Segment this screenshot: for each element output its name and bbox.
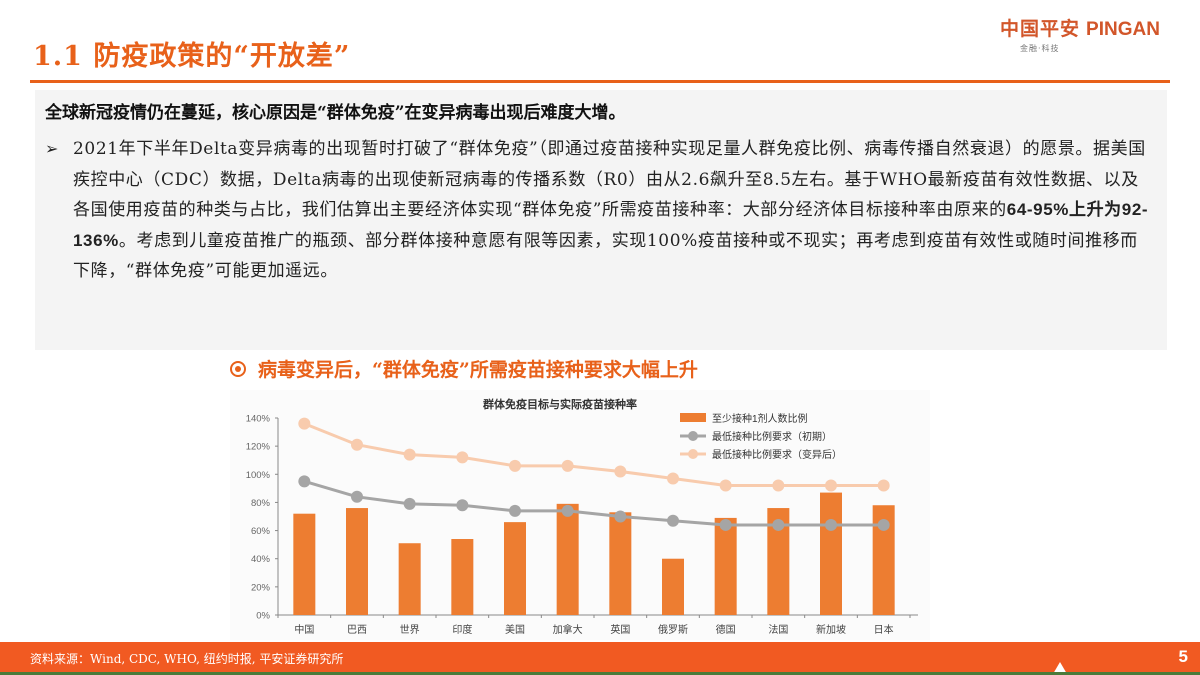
- bullet-text-bold: 64-95%上升为92-136%: [73, 200, 1149, 250]
- logo-tagline: 金融·科技: [1020, 44, 1060, 53]
- legend-label: 至少接种1剂人数比例: [712, 412, 808, 425]
- bullet-text-part1: 2021年下半年Delta变异病毒的出现暂时打破了“群体免疫”（即通过疫苗接种实…: [73, 139, 1146, 220]
- footer-bar: 资料来源：Wind, CDC, WHO, 纽约时报, 平安证券研究所 5: [0, 642, 1200, 675]
- y-tick-label: 120%: [246, 442, 271, 453]
- chart-heading: 病毒变异后，“群体免疫”所需疫苗接种要求大幅上升: [230, 355, 698, 382]
- series-marker: [825, 479, 837, 492]
- target-bullet-icon: [230, 361, 246, 377]
- series-marker: [298, 475, 311, 488]
- vaccination-chart: 群体免疫目标与实际疫苗接种率 0% 20% 40% 60% 80% 100% 120% 140%…: [230, 390, 930, 640]
- series-marker: [772, 479, 785, 492]
- chart-heading-text: 病毒变异后，“群体免疫”所需疫苗接种要求大幅上升: [258, 359, 698, 381]
- bar: [609, 512, 632, 615]
- bullet-text: 2021年下半年Delta变异病毒的出现暂时打破了“群体免疫”（即通过疫苗接种实…: [45, 134, 1155, 287]
- page-title: 1.1 防疫政策的“开放差”: [33, 41, 351, 72]
- series-marker: [877, 518, 890, 531]
- x-tick-label: 巴西: [347, 624, 367, 636]
- series-marker: [298, 417, 311, 430]
- x-tick-label: 德国: [716, 623, 736, 636]
- series-marker: [561, 459, 574, 472]
- bar: [872, 505, 895, 615]
- footer-triangle-icon: [1053, 662, 1067, 674]
- series-marker: [509, 504, 521, 517]
- series-marker: [667, 472, 679, 485]
- x-tick-label: 英国: [610, 623, 630, 636]
- series-marker: [614, 465, 627, 478]
- summary-box: 全球新冠疫情仍在蔓延，核心原因是“群体免疫”在变异病毒出现后难度大增。 ➢ 20…: [35, 90, 1167, 350]
- x-tick-label: 法国: [768, 623, 788, 636]
- bullet-text-part2: 。考虑到儿童疫苗推广的瓶颈、部分群体接种意愿有限等因素，实现100%疫苗接种或不…: [73, 230, 1138, 282]
- legend-swatch-line: [688, 431, 698, 441]
- x-tick-label: 日本: [874, 623, 894, 636]
- x-tick-label: 美国: [505, 623, 525, 636]
- bar: [556, 503, 579, 615]
- bar: [293, 513, 316, 615]
- y-tick-label: 140%: [246, 414, 271, 425]
- series-marker: [877, 479, 890, 492]
- pingan-logo: 中国平安 PINGAN 金融·科技: [1000, 14, 1190, 54]
- bar: [398, 543, 421, 615]
- x-tick-label: 俄罗斯: [658, 623, 688, 636]
- summary-headline: 全球新冠疫情仍在蔓延，核心原因是“群体免疫”在变异病毒出现后难度大增。: [45, 103, 626, 123]
- legend-swatch-bar: [680, 413, 706, 422]
- series-marker: [667, 514, 679, 527]
- y-tick-label: 20%: [251, 582, 271, 593]
- bullet-paragraph: ➢ 2021年下半年Delta变异病毒的出现暂时打破了“群体免疫”（即通过疫苗接…: [45, 134, 1155, 287]
- x-tick-label: 中国: [294, 623, 314, 636]
- series-line: [303, 422, 884, 488]
- series-marker: [456, 451, 469, 464]
- series-marker: [456, 499, 469, 512]
- bar: [767, 508, 790, 615]
- y-tick-label: 100%: [246, 470, 271, 481]
- bar: [451, 539, 474, 615]
- series-line: [303, 479, 884, 527]
- series-marker: [825, 518, 837, 531]
- legend-label: 最低接种比例要求（变异后）: [712, 448, 842, 461]
- series-marker: [561, 504, 574, 517]
- series-marker: [614, 510, 627, 523]
- y-tick-label: 0%: [256, 611, 270, 622]
- page-number: 5: [1178, 647, 1188, 666]
- y-tick-label: 40%: [251, 554, 271, 565]
- series-marker: [719, 518, 732, 531]
- series-marker: [403, 497, 416, 510]
- series-marker: [351, 438, 363, 451]
- y-tick-label: 80%: [251, 498, 271, 509]
- bar: [662, 558, 684, 615]
- series-marker: [719, 479, 732, 492]
- x-tick-label: 印度: [452, 623, 472, 636]
- logo-cn-text: 中国平安: [1000, 19, 1081, 40]
- bar: [820, 492, 842, 615]
- legend-label: 最低接种比例要求（初期）: [712, 430, 832, 443]
- chart-title: 群体免疫目标与实际疫苗接种率: [482, 397, 637, 411]
- title-divider: [30, 80, 1170, 83]
- logo-en-text: PINGAN: [1086, 19, 1160, 40]
- bar: [714, 517, 737, 615]
- footer-accent-line: [0, 672, 1200, 675]
- bar: [346, 508, 368, 615]
- x-tick-label: 世界: [400, 624, 420, 636]
- series-marker: [772, 518, 785, 531]
- series-marker: [351, 490, 363, 503]
- x-tick-label: 加拿大: [553, 623, 583, 636]
- arrow-bullet-icon: ➢: [45, 139, 59, 158]
- series-marker: [403, 448, 416, 461]
- source-note: 资料来源：Wind, CDC, WHO, 纽约时报, 平安证券研究所: [30, 652, 344, 666]
- legend-swatch-line: [688, 449, 698, 459]
- x-tick-label: 新加坡: [816, 623, 846, 636]
- bar: [504, 522, 526, 615]
- chart-canvas: 群体免疫目标与实际疫苗接种率 0% 20% 40% 60% 80% 100% 120% 140%…: [246, 397, 918, 636]
- series-marker: [509, 459, 521, 472]
- y-tick-label: 60%: [251, 526, 271, 537]
